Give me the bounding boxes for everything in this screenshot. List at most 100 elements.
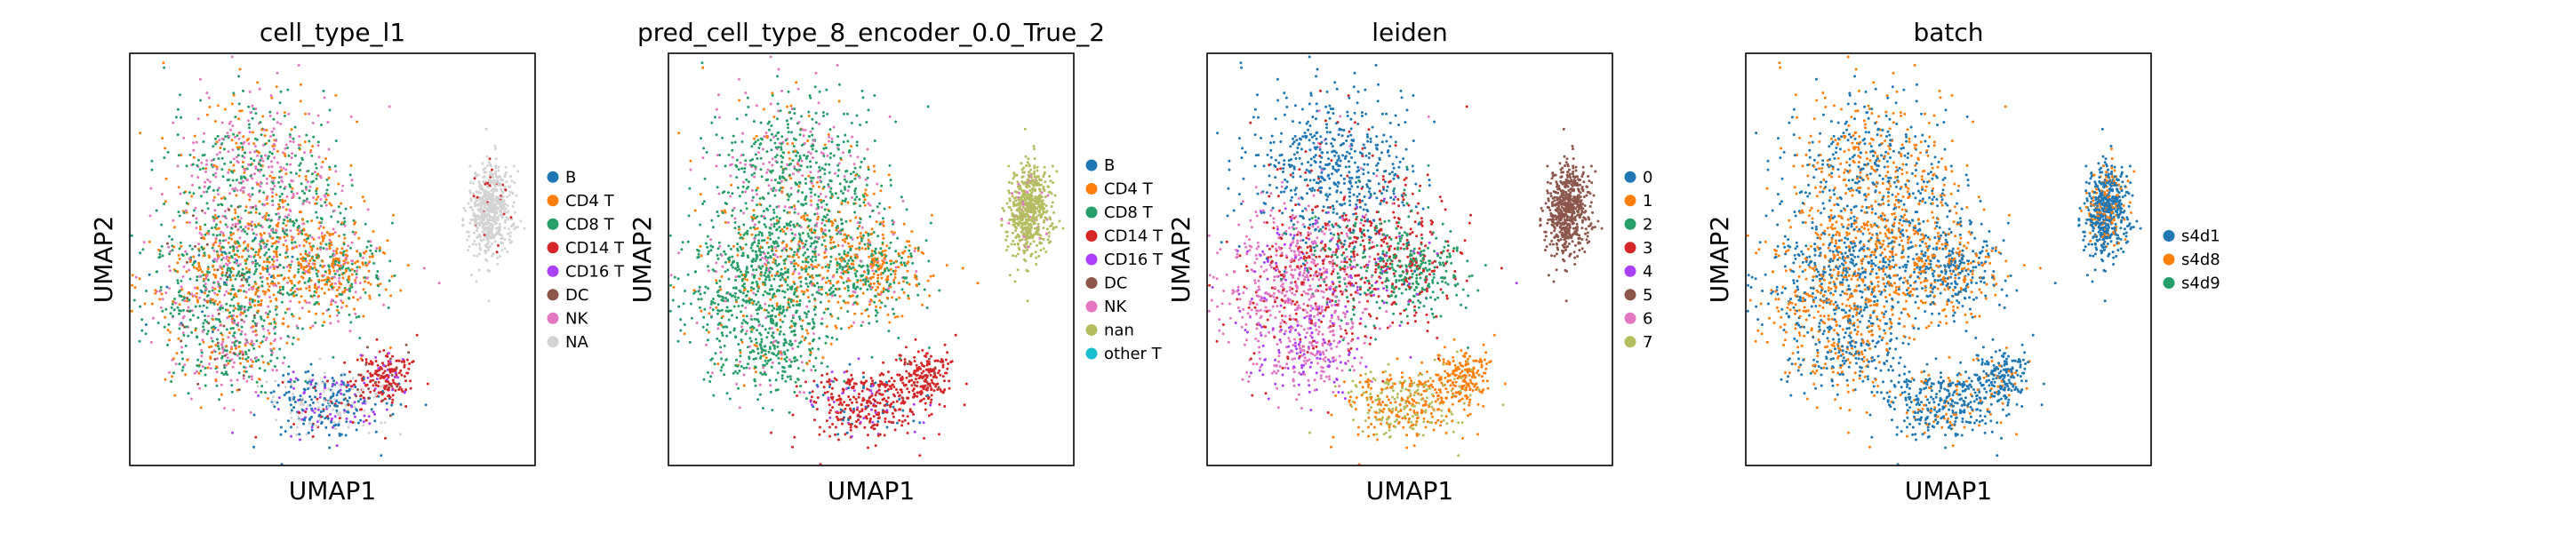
scatter-point bbox=[497, 243, 500, 247]
scatter-point bbox=[486, 226, 490, 229]
scatter-point bbox=[1036, 243, 1038, 247]
scatter-point bbox=[769, 139, 772, 142]
scatter-point bbox=[409, 379, 412, 383]
scatter-point bbox=[853, 272, 857, 275]
scatter-point bbox=[220, 267, 224, 270]
scatter-point bbox=[262, 231, 266, 235]
scatter-point bbox=[713, 301, 716, 305]
scatter-point bbox=[345, 268, 348, 272]
scatter-point bbox=[358, 252, 362, 256]
scatter-point bbox=[258, 170, 261, 173]
scatter-point bbox=[769, 298, 772, 301]
scatter-point bbox=[184, 209, 188, 212]
scatter-point bbox=[255, 339, 259, 343]
scatter-point bbox=[272, 293, 276, 297]
scatter-point bbox=[235, 346, 237, 350]
scatter-point bbox=[199, 99, 203, 102]
scatter-point bbox=[473, 177, 476, 180]
scatter-point bbox=[1026, 299, 1029, 303]
scatter-point bbox=[198, 77, 202, 81]
scatter-point bbox=[304, 257, 308, 260]
scatter-point bbox=[801, 191, 804, 195]
scatter-point bbox=[468, 205, 472, 209]
scatter-point bbox=[166, 329, 170, 331]
scatter-point bbox=[836, 196, 840, 200]
scatter-point bbox=[353, 222, 356, 226]
scatter-point bbox=[176, 164, 180, 168]
scatter-point bbox=[889, 285, 892, 289]
scatter-point bbox=[504, 207, 508, 211]
scatter-point bbox=[220, 137, 224, 140]
scatter-point bbox=[398, 371, 401, 375]
scatter-point bbox=[300, 408, 304, 411]
scatter-point bbox=[243, 168, 246, 171]
scatter-point bbox=[229, 234, 233, 237]
scatter-point bbox=[744, 300, 748, 303]
scatter-point bbox=[235, 179, 238, 182]
scatter-point bbox=[481, 162, 484, 165]
scatter-point bbox=[488, 232, 492, 235]
scatter-point bbox=[220, 142, 224, 146]
scatter-point bbox=[220, 393, 223, 396]
scatter-point bbox=[759, 168, 763, 171]
scatter-point bbox=[242, 312, 244, 315]
scatter-point bbox=[239, 313, 242, 316]
scatter-point bbox=[791, 316, 795, 320]
scatter-point bbox=[280, 179, 284, 182]
scatter-point bbox=[212, 243, 215, 247]
scatter-point bbox=[314, 389, 317, 393]
scatter-point bbox=[391, 354, 394, 358]
scatter-point bbox=[771, 93, 774, 97]
scatter-point bbox=[243, 186, 246, 189]
scatter-point bbox=[299, 162, 302, 165]
scatter-point bbox=[492, 191, 495, 195]
scatter-point bbox=[905, 376, 908, 379]
scatter-point bbox=[707, 370, 709, 374]
scatter-point bbox=[289, 135, 292, 139]
scatter-point bbox=[782, 344, 786, 347]
scatter-point bbox=[356, 409, 358, 412]
scatter-point bbox=[912, 395, 915, 399]
legend-label: CD8 T bbox=[565, 215, 615, 234]
scatter-point bbox=[359, 296, 363, 299]
scatter-point bbox=[872, 398, 876, 402]
scatter-point bbox=[316, 274, 319, 278]
scatter-point bbox=[323, 274, 325, 277]
scatter-point bbox=[828, 416, 832, 419]
scatter-point bbox=[400, 388, 404, 391]
scatter-point bbox=[842, 238, 844, 242]
scatter-point bbox=[268, 150, 272, 154]
scatter-point bbox=[179, 192, 182, 195]
scatter-point bbox=[801, 335, 804, 338]
scatter-point bbox=[200, 245, 204, 249]
scatter-point bbox=[793, 270, 796, 274]
scatter-point bbox=[198, 168, 202, 171]
scatter-point bbox=[218, 347, 220, 351]
scatter-point bbox=[286, 335, 290, 338]
scatter-point bbox=[896, 391, 900, 394]
scatter-point bbox=[344, 253, 348, 257]
scatter-point bbox=[863, 270, 867, 274]
scatter-point bbox=[312, 238, 316, 241]
scatter-point bbox=[760, 340, 764, 344]
scatter-point bbox=[796, 394, 799, 397]
scatter-point bbox=[298, 230, 301, 234]
scatter-point bbox=[196, 266, 199, 270]
legend-label: NA bbox=[565, 333, 588, 352]
scatter-point bbox=[320, 165, 324, 169]
scatter-point bbox=[399, 402, 403, 406]
scatter-point bbox=[404, 405, 408, 408]
scatter-point bbox=[490, 189, 493, 192]
scatter-point bbox=[292, 314, 295, 318]
scatter-point bbox=[930, 378, 933, 382]
scatter-point bbox=[202, 340, 205, 344]
scatter-point bbox=[131, 283, 134, 287]
scatter-point bbox=[1019, 185, 1022, 187]
scatter-point bbox=[299, 169, 301, 171]
scatter-point bbox=[480, 185, 484, 187]
scatter-point bbox=[242, 377, 245, 380]
scatter-point bbox=[291, 255, 294, 259]
scatter-point bbox=[207, 271, 211, 274]
scatter-point bbox=[284, 256, 287, 259]
scatter-point bbox=[1030, 191, 1034, 195]
